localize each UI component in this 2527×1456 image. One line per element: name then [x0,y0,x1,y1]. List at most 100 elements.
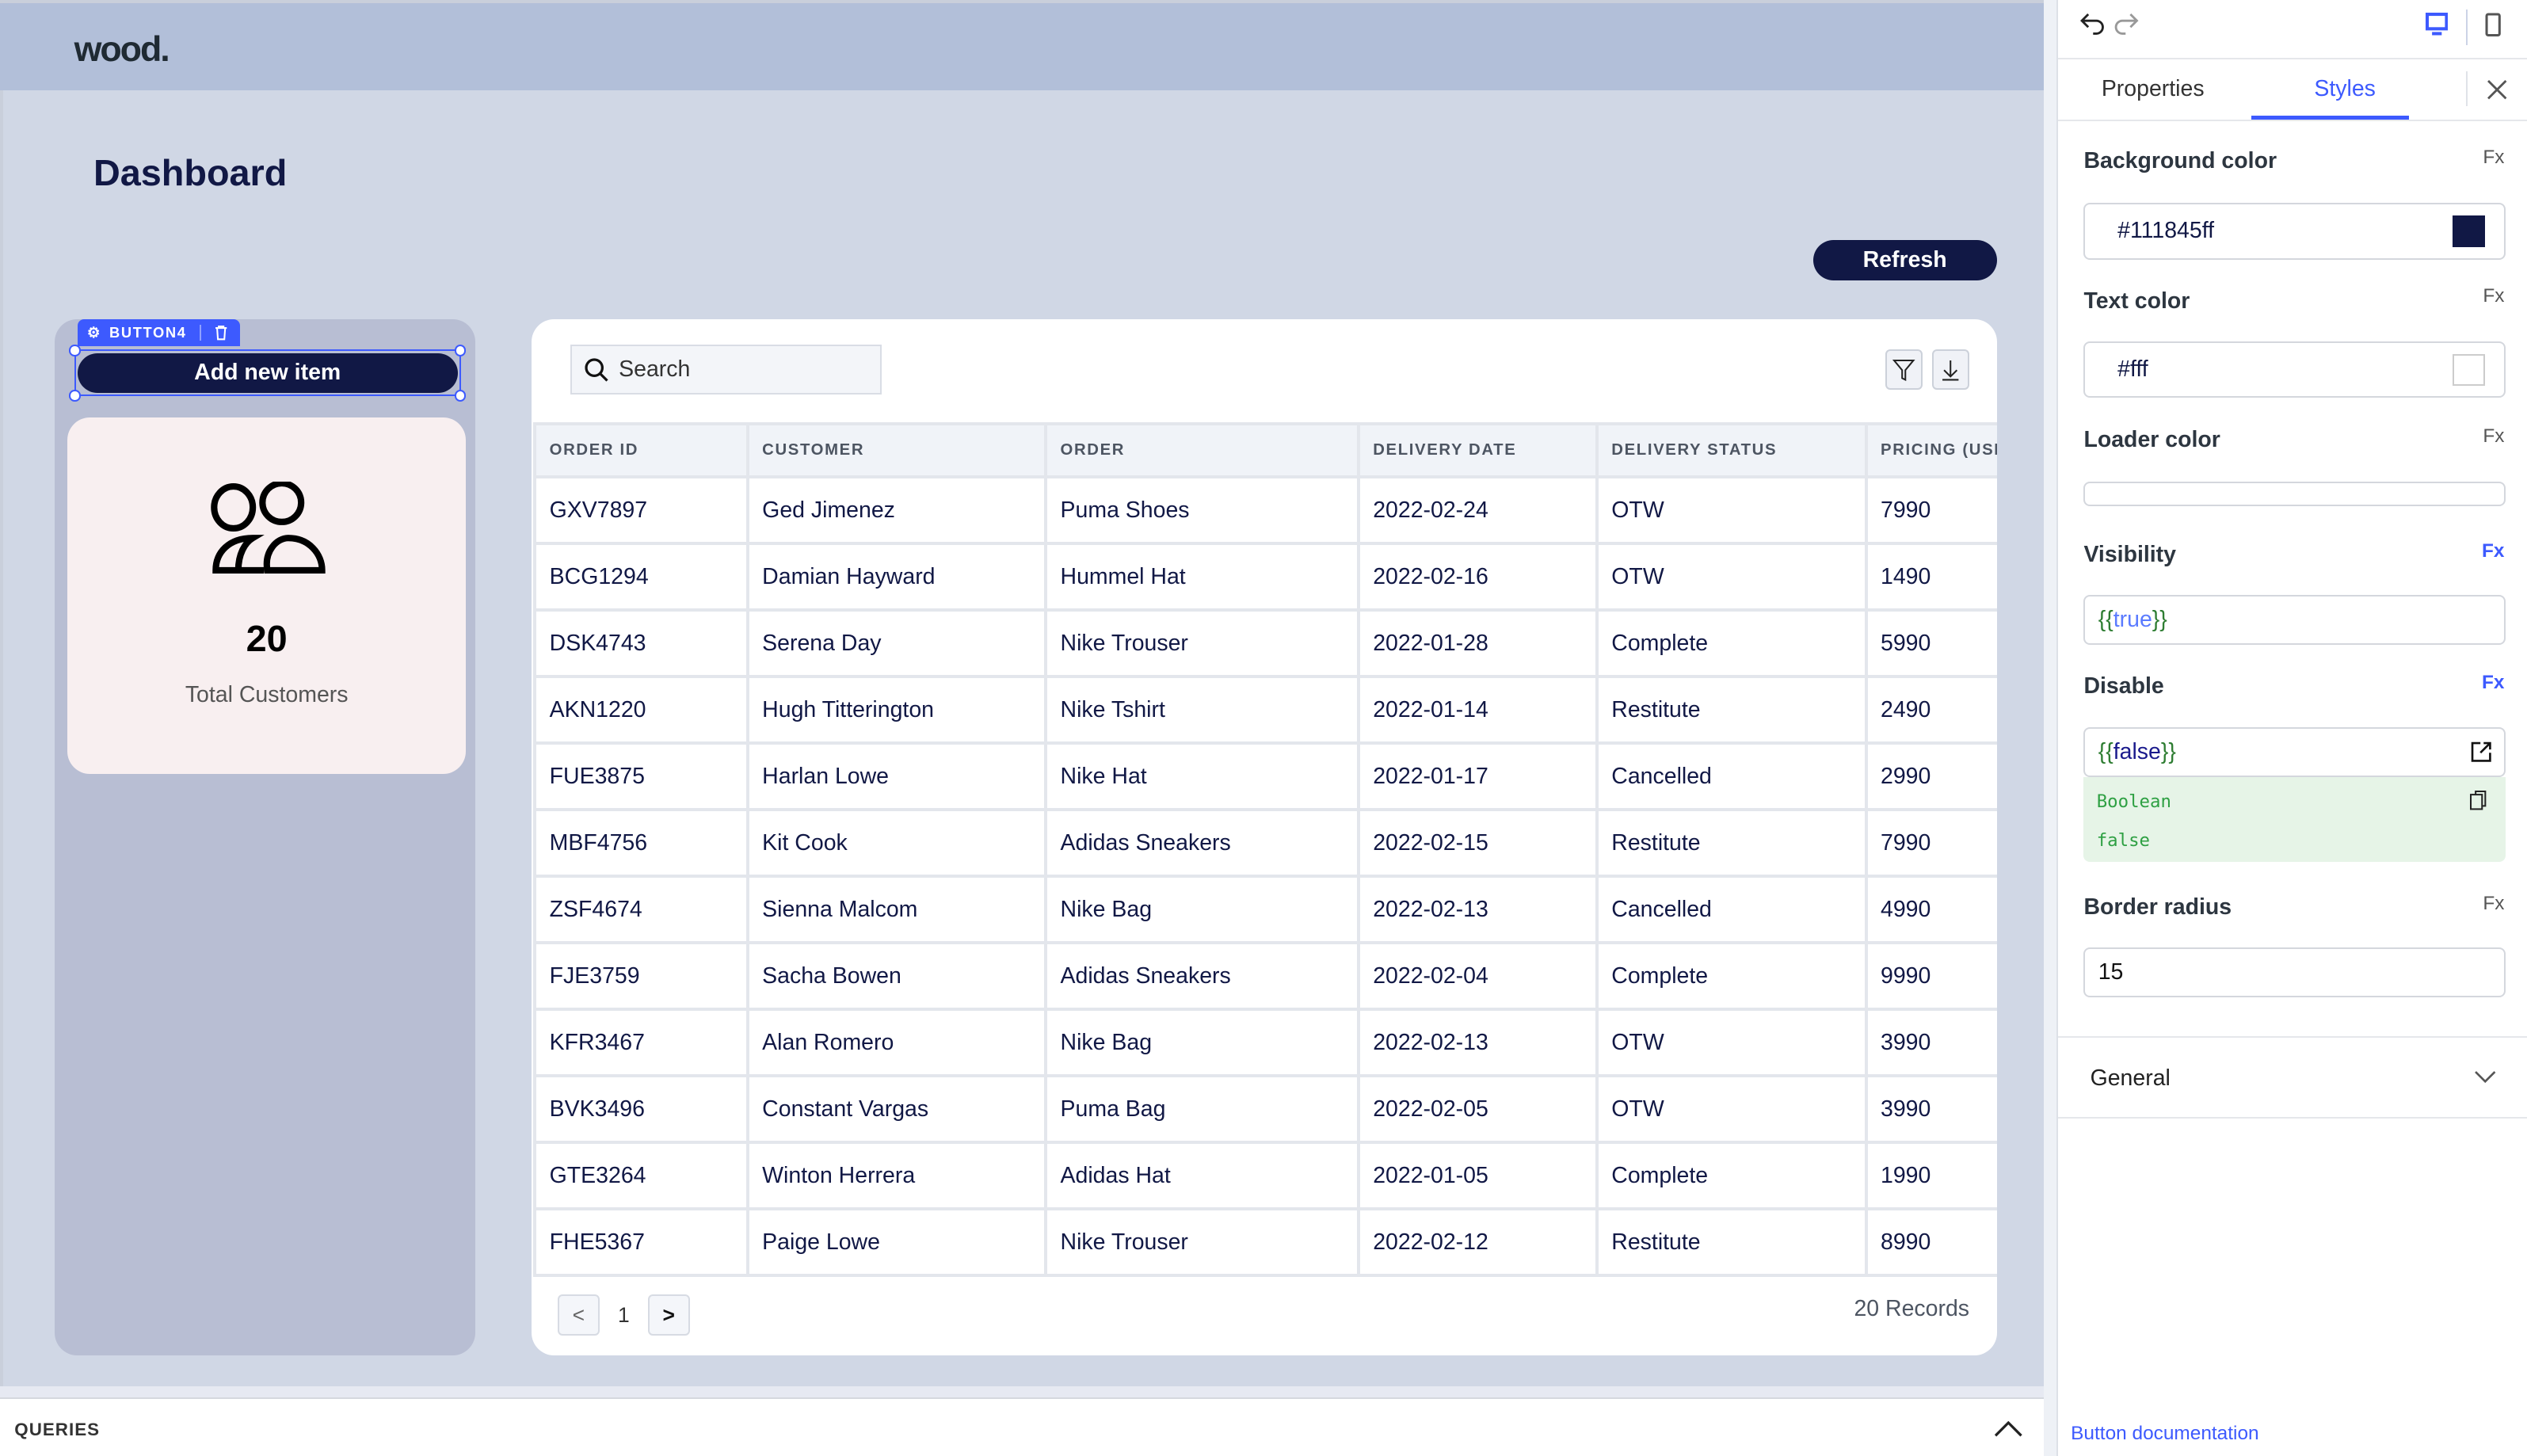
chevron-up-icon[interactable] [1994,1421,2023,1437]
table-cell: FHE5367 [533,1207,749,1278]
text-color-input[interactable]: #fff [2083,341,2506,398]
app-header: wood. [0,0,2044,90]
add-new-item-button[interactable]: Add new item [77,353,458,394]
download-button[interactable] [1932,349,1970,391]
disable-input[interactable]: {{false}} [2083,726,2506,777]
background-color-input[interactable]: #111845ff [2083,203,2506,260]
table-row[interactable]: AKN1220 Hugh Titterington Nike Tshirt 2022-… [533,675,1997,745]
table-cell: Restitute [1595,1207,1868,1278]
open-editor-icon[interactable] [2471,741,2491,762]
fx-toggle[interactable]: Fx [2481,672,2505,694]
table-cell: Nike Hat [1044,741,1360,812]
current-page: 1 [617,1302,630,1327]
fx-toggle[interactable]: Fx [2481,539,2505,562]
table-cell: 7990 [1864,808,1997,879]
table-cell: 2022-02-13 [1356,1008,1599,1078]
color-swatch[interactable] [2453,353,2486,387]
table-cell: 1490 [1864,542,1997,612]
table-cell: Puma Bag [1044,1074,1360,1145]
border-radius-label: Border radius [2083,894,2232,920]
widget-name: BUTTON4 [109,324,187,341]
table-cell: OTW [1595,1074,1868,1145]
button-documentation-link[interactable]: Button documentation [2071,1423,2259,1445]
table-cell: 3990 [1864,1008,1997,1078]
table-cell: Adidas Sneakers [1044,808,1360,879]
search-input[interactable]: Search [570,345,882,395]
background-color-value: #111845ff [2117,218,2215,244]
prev-page-button[interactable]: < [557,1294,600,1336]
column-header[interactable]: ORDER [1044,421,1360,479]
table-row[interactable]: GXV7897 Ged Jimenez Puma Shoes 2022-02-24 OT… [533,475,1997,546]
tab-properties[interactable]: Properties [2101,75,2205,101]
table-row[interactable]: DSK4743 Serena Day Nike Trouser 2022-01-28 C… [533,608,1997,679]
fx-toggle[interactable]: Fx [2483,147,2505,169]
filter-button[interactable] [1885,349,1923,391]
evaluated-preview: Boolean false [2083,776,2506,863]
column-header[interactable]: DELIVERY STATUS [1595,421,1868,479]
table-row[interactable]: FUE3875 Harlan Lowe Nike Hat 2022-01-17 Canc… [533,741,1997,812]
close-icon[interactable] [2487,79,2507,100]
table-cell: Paige Lowe [745,1207,1048,1278]
column-header[interactable]: DELIVERY DATE [1356,421,1599,479]
download-icon [1942,360,1959,381]
divider [2465,10,2468,45]
table-row[interactable]: BCG1294 Damian Hayward Hummel Hat 2022-02-1… [533,542,1997,612]
mobile-icon[interactable] [2485,13,2501,37]
chevron-down-icon [2474,1070,2496,1083]
table-cell: 2022-02-15 [1356,808,1599,879]
table-cell: MBF4756 [533,808,749,879]
resize-handle[interactable] [454,390,466,402]
background-color-label: Background color [2083,148,2277,174]
table-row[interactable]: GTE3264 Winton Herrera Adidas Hat 2022-01-0… [533,1141,1997,1211]
redo-icon[interactable] [2113,13,2139,36]
table-row[interactable]: MBF4756 Kit Cook Adidas Sneakers 2022-02-15… [533,808,1997,879]
table-cell: GXV7897 [533,475,749,546]
undo-icon[interactable] [2080,13,2106,36]
visibility-input[interactable]: {{true}} [2083,594,2506,645]
queries-panel[interactable]: QUERIES [0,1398,2044,1456]
table-cell: 2022-02-13 [1356,875,1599,945]
resize-handle[interactable] [454,345,466,356]
table-cell: Adidas Sneakers [1044,941,1360,1012]
table-cell: 2022-01-14 [1356,675,1599,745]
column-header[interactable]: ORDER ID [533,421,749,479]
table-cell: Alan Romero [745,1008,1048,1078]
table-row[interactable]: ZSF4674 Sienna Malcom Nike Bag 2022-02-13 Ca… [533,875,1997,945]
trash-icon[interactable] [214,325,228,341]
copy-icon[interactable] [2469,790,2487,810]
general-section-toggle[interactable]: General [2057,1036,2527,1119]
table-row[interactable]: BVK3496 Constant Vargas Puma Bag 2022-02-05… [533,1074,1997,1145]
table-row[interactable]: FJE3759 Sacha Bowen Adidas Sneakers 2022-02… [533,941,1997,1012]
widget-tag[interactable]: ⚙ BUTTON4 [77,318,241,347]
resize-handle[interactable] [69,345,81,356]
next-page-button[interactable]: > [647,1294,690,1336]
table-cell: 2022-01-05 [1356,1141,1599,1211]
inspector-toolbar [2057,0,2527,60]
resize-handle[interactable] [69,390,81,402]
tab-styles[interactable]: Styles [2314,75,2376,101]
filter-icon [1892,359,1915,381]
search-placeholder: Search [619,356,691,383]
color-swatch[interactable] [2453,215,2486,248]
loader-color-input[interactable] [2083,482,2506,506]
queries-label: QUERIES [14,1420,101,1440]
gear-icon[interactable]: ⚙ [86,324,101,341]
table-cell: Complete [1595,941,1868,1012]
fx-toggle[interactable]: Fx [2483,285,2505,307]
refresh-button[interactable]: Refresh [1812,240,1997,280]
users-icon [211,482,326,574]
fx-toggle[interactable]: Fx [2483,893,2505,915]
column-header[interactable]: PRICING (USD [1864,421,1997,479]
fx-toggle[interactable]: Fx [2483,425,2505,448]
table-row[interactable]: KFR3467 Alan Romero Nike Bag 2022-02-13 OTW 3… [533,1008,1997,1078]
divider [2465,71,2468,107]
table-row[interactable]: FHE5367 Paige Lowe Nike Trouser 2022-02-12 R… [533,1207,1997,1278]
table-cell: AKN1220 [533,675,749,745]
desktop-icon[interactable] [2425,13,2449,36]
selection-outline[interactable] [69,345,466,402]
stat-label: Total Customers [185,681,349,707]
border-radius-input[interactable]: 15 [2083,947,2506,998]
table-cell: 2022-01-28 [1356,608,1599,679]
column-header[interactable]: CUSTOMER [745,421,1048,479]
active-tab-indicator [2251,116,2410,120]
